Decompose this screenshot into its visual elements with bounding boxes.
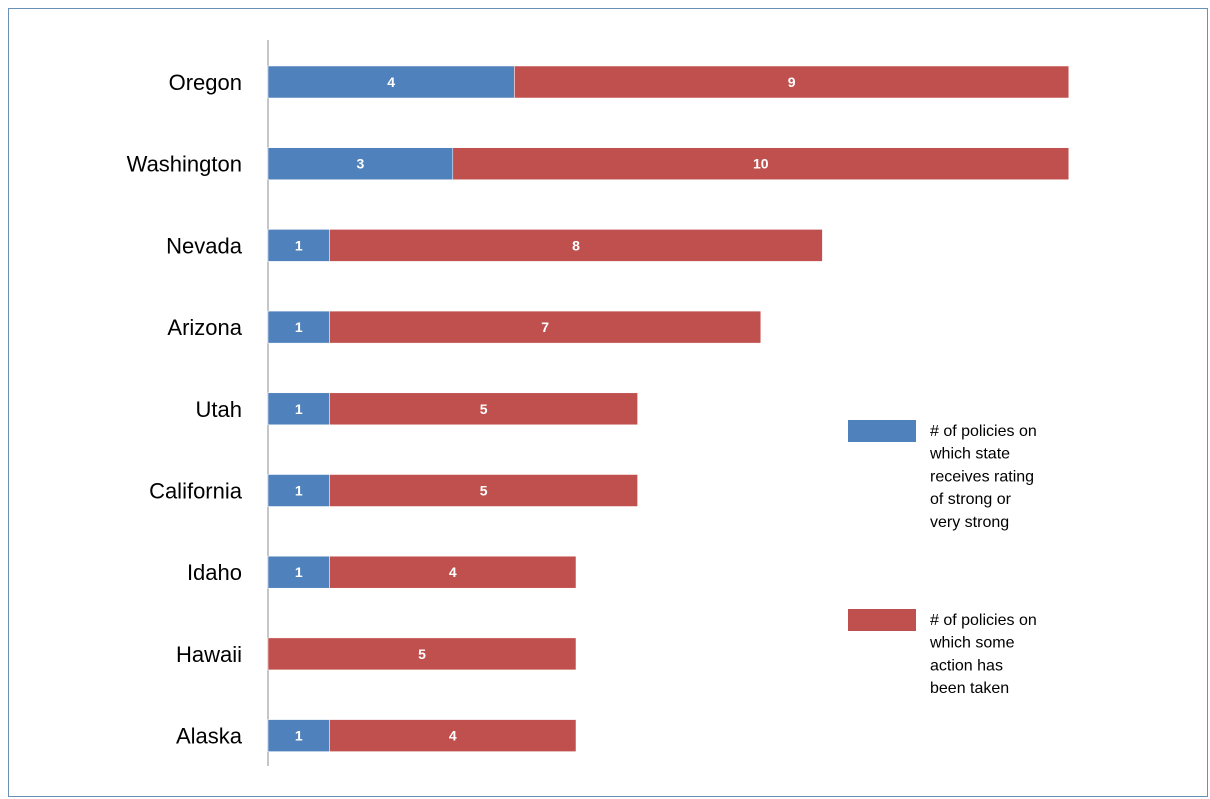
category-label-utah: Utah	[196, 397, 242, 422]
action-taken-bar-hawaii	[267, 637, 577, 671]
chart-frame: Oregon Washington Nevada Arizona Utah Califor…	[8, 8, 1208, 797]
category-label-washington: Washington	[127, 152, 242, 177]
strong-rating-bar-idaho	[267, 555, 330, 589]
strong-rating-bar-utah	[267, 392, 330, 426]
strong-rating-bar-washington-value-label: 3	[357, 156, 365, 172]
strong-rating-bar-utah-value-label: 1	[295, 401, 303, 417]
action-taken-bar-california	[329, 474, 638, 507]
strong-rating-bar-nevada-value-label: 1	[295, 237, 303, 253]
action-taken-bar-alaska-value-label: 4	[449, 728, 457, 744]
action-taken-bar-oregon-value-label: 9	[788, 74, 796, 90]
category-label-arizona: Arizona	[167, 315, 242, 340]
category-label-oregon: Oregon	[169, 70, 242, 95]
legend-entry-strong-rating-text-line: receives rating	[930, 468, 1034, 485]
action-taken-bar-oregon	[514, 65, 1070, 99]
action-taken-bar-arizona	[329, 310, 762, 344]
strong-rating-bar-california	[267, 474, 330, 507]
action-taken-bar-utah-value-label: 5	[480, 401, 488, 417]
category-label-nevada: Nevada	[166, 233, 243, 258]
action-taken-bar-alaska	[329, 719, 577, 752]
strong-rating-bar-idaho-value-label: 1	[295, 564, 303, 580]
legend-entry-action-taken-text-line: action has	[930, 657, 1003, 674]
action-taken-bar-nevada-value-label: 8	[572, 237, 580, 253]
legend-entry-strong-rating-text-line: very strong	[930, 514, 1009, 531]
strong-rating-bar-alaska	[267, 719, 330, 752]
action-taken-bar-washington	[452, 147, 1070, 180]
category-label-alaska: Alaska	[176, 724, 243, 749]
action-taken-bar-idaho	[329, 555, 577, 589]
strong-rating-bar-california-value-label: 1	[295, 483, 303, 499]
legend-entry-action-taken-text-line: been taken	[930, 680, 1009, 697]
legend: # of policies on which state receives rati…	[848, 420, 1037, 697]
category-label-idaho: Idaho	[187, 560, 242, 585]
strong-rating-bar-arizona	[267, 310, 330, 344]
legend-entry-action-taken-text-line: # of policies on	[930, 612, 1037, 629]
legend-entry-action-taken-text-line: which some	[929, 635, 1015, 652]
action-taken-bar-idaho-value-label: 4	[449, 564, 457, 580]
legend-entry-action-taken-swatch	[848, 609, 916, 631]
bars-layer: 4 9 3 10 1 8 1 7 1 5 1 5 1 4 5 1 4	[267, 65, 1070, 752]
strong-rating-bar-oregon	[267, 65, 515, 99]
strong-rating-bar-oregon-value-label: 4	[387, 74, 395, 90]
action-taken-bar-utah	[329, 392, 638, 426]
legend-entry-strong-rating-text-line: which state	[929, 446, 1010, 463]
action-taken-bar-washington-value-label: 10	[753, 156, 769, 172]
action-taken-bar-california-value-label: 5	[480, 483, 488, 499]
axis-layer: Oregon Washington Nevada Arizona Utah Califor…	[127, 40, 269, 766]
action-taken-bar-nevada	[329, 229, 823, 262]
strong-rating-bar-arizona-value-label: 1	[295, 319, 303, 335]
category-label-california: California	[149, 479, 243, 504]
strong-rating-bar-alaska-value-label: 1	[295, 728, 303, 744]
action-taken-bar-arizona-value-label: 7	[541, 319, 549, 335]
legend-entry-strong-rating-text-line: # of policies on	[930, 423, 1037, 440]
action-taken-bar-hawaii-value-label: 5	[418, 646, 426, 662]
stacked-bar-chart: Oregon Washington Nevada Arizona Utah Califor…	[127, 40, 1070, 766]
legend-entry-strong-rating-swatch	[848, 420, 916, 442]
legend-entry-strong-rating-text-line: of strong or	[930, 491, 1012, 508]
category-label-hawaii: Hawaii	[176, 642, 242, 667]
